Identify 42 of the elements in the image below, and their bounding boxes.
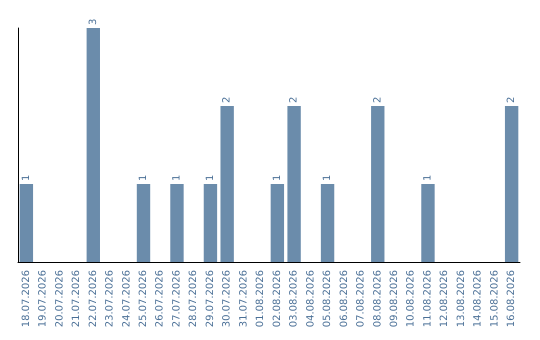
data-label: 1 [20,174,32,181]
x-tick-label: 19.07.2026 [38,270,49,328]
x-tick-label: 29.07.2026 [204,270,216,328]
x-tick-label: 18.07.2026 [20,270,32,328]
x-tick-label: 13.08.2026 [456,270,467,328]
x-tick-label: 11.08.2026 [422,270,434,328]
x-tick-label: 09.08.2026 [389,270,400,328]
data-label: 2 [506,96,518,103]
x-tick-label: 25.07.2026 [138,270,149,328]
x-tick-label: 14.08.2026 [472,270,484,328]
x-tick-label: 04.08.2026 [305,270,316,328]
data-label: 2 [222,96,233,103]
x-tick-label: 24.07.2026 [121,270,132,328]
data-label: 1 [204,174,216,181]
x-tick-label: 06.08.2026 [338,270,350,328]
x-tick-label: 16.08.2026 [506,270,518,328]
x-tick-label: 08.08.2026 [372,270,384,328]
x-tick-label: 20.07.2026 [54,270,66,328]
x-tick-label: 03.08.2026 [288,270,300,328]
x-tick-label: 07.08.2026 [356,270,367,328]
x-tick-label: 05.08.2026 [322,270,334,328]
x-tick-label: 30.07.2026 [222,270,233,328]
data-label: 1 [422,174,434,181]
data-label: 1 [138,174,149,181]
data-label: 2 [288,96,300,103]
x-tick-label: 27.07.2026 [171,270,182,328]
x-tick-label: 23.07.2026 [104,270,116,328]
data-label: 1 [272,174,283,181]
x-tick-label: 28.07.2026 [188,270,200,328]
x-tick-label: 15.08.2026 [489,270,500,328]
data-label: 1 [171,174,182,181]
x-tick-label: 12.08.2026 [439,270,450,328]
x-tick-label: 01.08.2026 [255,270,266,328]
data-label: 2 [372,96,384,103]
data-label: 1 [322,174,334,181]
x-tick-label: 22.07.2026 [88,270,99,328]
data-label: 3 [88,18,99,25]
x-tick-label: 26.07.2026 [154,270,166,328]
x-tick-label: 21.07.2026 [71,270,82,328]
x-tick-label: 10.08.2026 [406,270,417,328]
x-tick-label: 02.08.2026 [272,270,283,328]
x-tick-label: 31.07.2026 [238,270,250,328]
